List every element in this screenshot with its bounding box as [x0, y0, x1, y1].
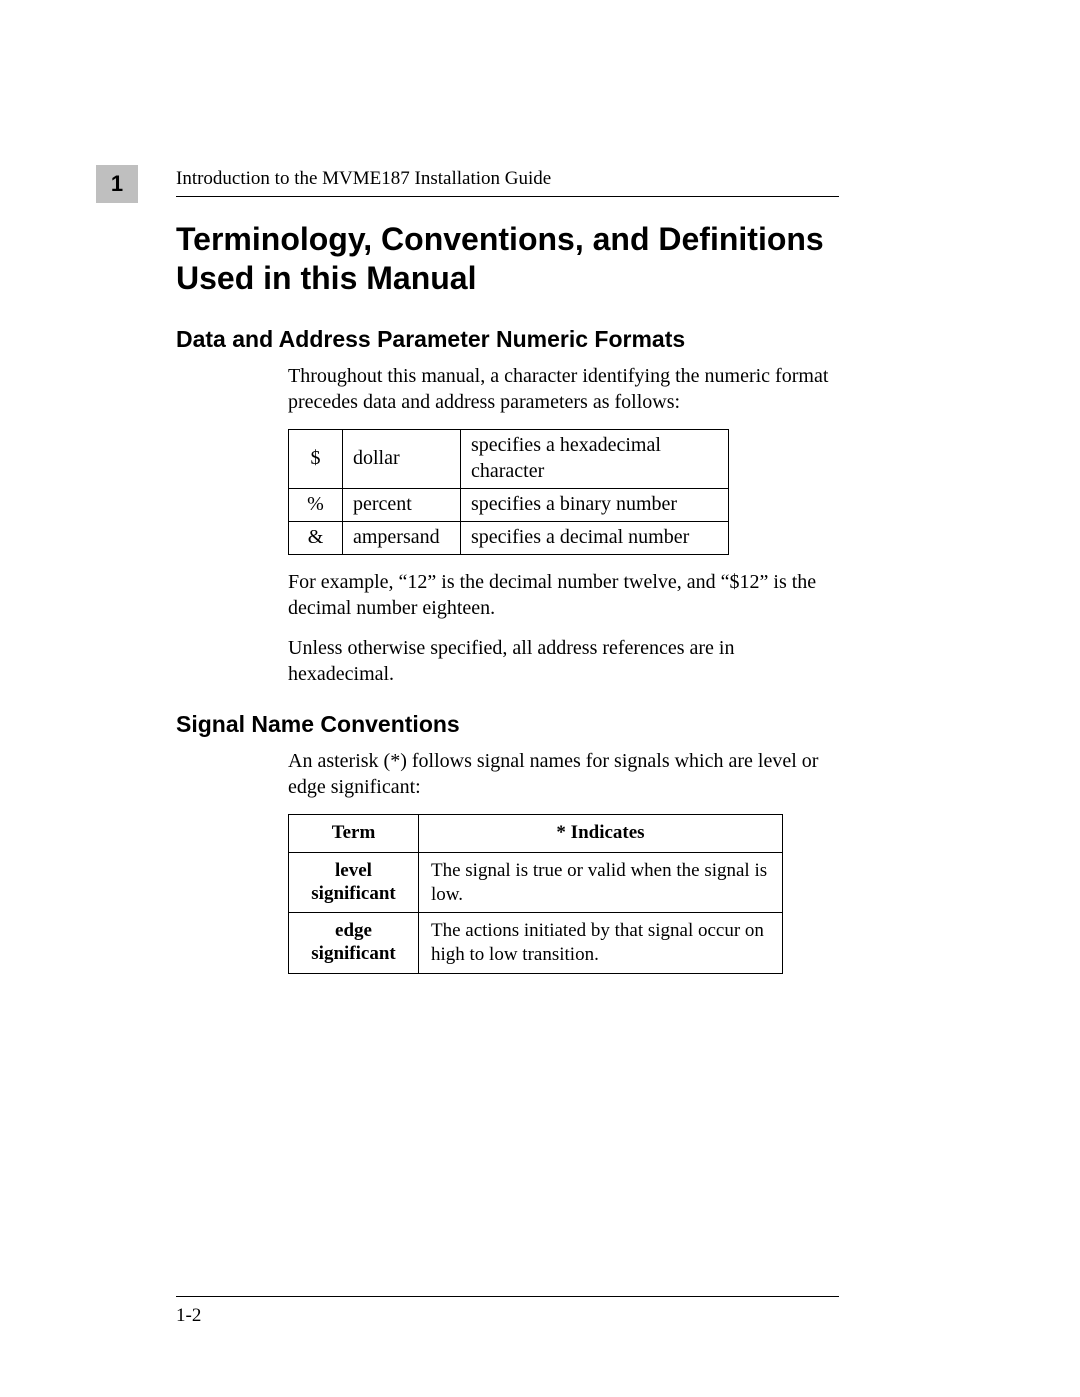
- name-cell: percent: [343, 489, 461, 522]
- name-cell: dollar: [343, 430, 461, 489]
- section1-intro: Throughout this manual, a character iden…: [288, 363, 839, 415]
- symbol-cell: $: [289, 430, 343, 489]
- section1-para3: Unless otherwise specified, all address …: [288, 635, 839, 687]
- running-head: Introduction to the MVME187 Installation…: [176, 168, 839, 197]
- table-row: & ampersand specifies a decimal number: [289, 522, 729, 555]
- page-title: Terminology, Conventions, and Definition…: [176, 220, 839, 298]
- indicates-cell: The signal is true or valid when the sig…: [419, 852, 783, 913]
- table-row: level significant The signal is true or …: [289, 852, 783, 913]
- symbol-cell: &: [289, 522, 343, 555]
- section-heading-signal-names: Signal Name Conventions: [176, 711, 839, 738]
- section2-intro: An asterisk (*) follows signal names for…: [288, 748, 839, 800]
- term-cell: edge significant: [289, 913, 419, 974]
- name-cell: ampersand: [343, 522, 461, 555]
- chapter-tab: 1: [96, 165, 138, 203]
- content-area: Terminology, Conventions, and Definition…: [176, 220, 839, 974]
- table-row: % percent specifies a binary number: [289, 489, 729, 522]
- section-heading-numeric-formats: Data and Address Parameter Numeric Forma…: [176, 326, 839, 353]
- symbol-cell: %: [289, 489, 343, 522]
- desc-cell: specifies a hexadecimal character: [461, 430, 729, 489]
- table-header-row: Term * Indicates: [289, 815, 783, 853]
- desc-cell: specifies a decimal number: [461, 522, 729, 555]
- desc-cell: specifies a binary number: [461, 489, 729, 522]
- page: 1 Introduction to the MVME187 Installati…: [0, 0, 1080, 1397]
- section2-body: An asterisk (*) follows signal names for…: [288, 748, 839, 974]
- signal-table: Term * Indicates level significant The s…: [288, 814, 783, 974]
- term-cell: level significant: [289, 852, 419, 913]
- indicates-cell: The actions initiated by that signal occ…: [419, 913, 783, 974]
- section1-para2: For example, “12” is the decimal number …: [288, 569, 839, 621]
- header-indicates: * Indicates: [419, 815, 783, 853]
- table-row: edge significant The actions initiated b…: [289, 913, 783, 974]
- numeric-format-table: $ dollar specifies a hexadecimal charact…: [288, 429, 729, 555]
- page-number: 1-2: [176, 1305, 201, 1327]
- header-term: Term: [289, 815, 419, 853]
- footer-rule: [176, 1296, 839, 1297]
- table-row: $ dollar specifies a hexadecimal charact…: [289, 430, 729, 489]
- section1-body: Throughout this manual, a character iden…: [288, 363, 839, 687]
